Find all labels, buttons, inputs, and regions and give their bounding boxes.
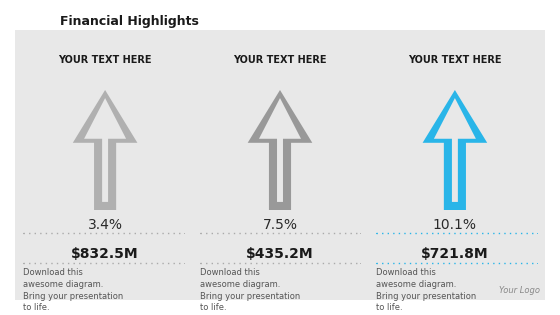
Text: Financial Highlights: Financial Highlights bbox=[60, 15, 199, 28]
Text: Download this
awesome diagram.
Bring your presentation
to life.: Download this awesome diagram. Bring you… bbox=[23, 268, 123, 312]
Text: 10.1%: 10.1% bbox=[433, 218, 477, 232]
Polygon shape bbox=[73, 90, 137, 210]
Text: YOUR TEXT HERE: YOUR TEXT HERE bbox=[58, 55, 152, 65]
Text: Download this
awesome diagram.
Bring your presentation
to life.: Download this awesome diagram. Bring you… bbox=[200, 268, 300, 312]
Polygon shape bbox=[248, 90, 312, 210]
Text: 3.4%: 3.4% bbox=[87, 218, 123, 232]
Text: Download this
awesome diagram.
Bring your presentation
to life.: Download this awesome diagram. Bring you… bbox=[376, 268, 477, 312]
Polygon shape bbox=[434, 98, 476, 202]
Text: $435.2M: $435.2M bbox=[246, 247, 314, 261]
Polygon shape bbox=[259, 98, 301, 202]
Polygon shape bbox=[423, 90, 487, 210]
Text: $832.5M: $832.5M bbox=[71, 247, 139, 261]
Text: 7.5%: 7.5% bbox=[263, 218, 297, 232]
Text: YOUR TEXT HERE: YOUR TEXT HERE bbox=[408, 55, 502, 65]
Bar bbox=[15, 30, 545, 300]
Text: $721.8M: $721.8M bbox=[421, 247, 489, 261]
Polygon shape bbox=[84, 98, 126, 202]
Text: Your Logo: Your Logo bbox=[499, 286, 540, 295]
Text: YOUR TEXT HERE: YOUR TEXT HERE bbox=[234, 55, 326, 65]
